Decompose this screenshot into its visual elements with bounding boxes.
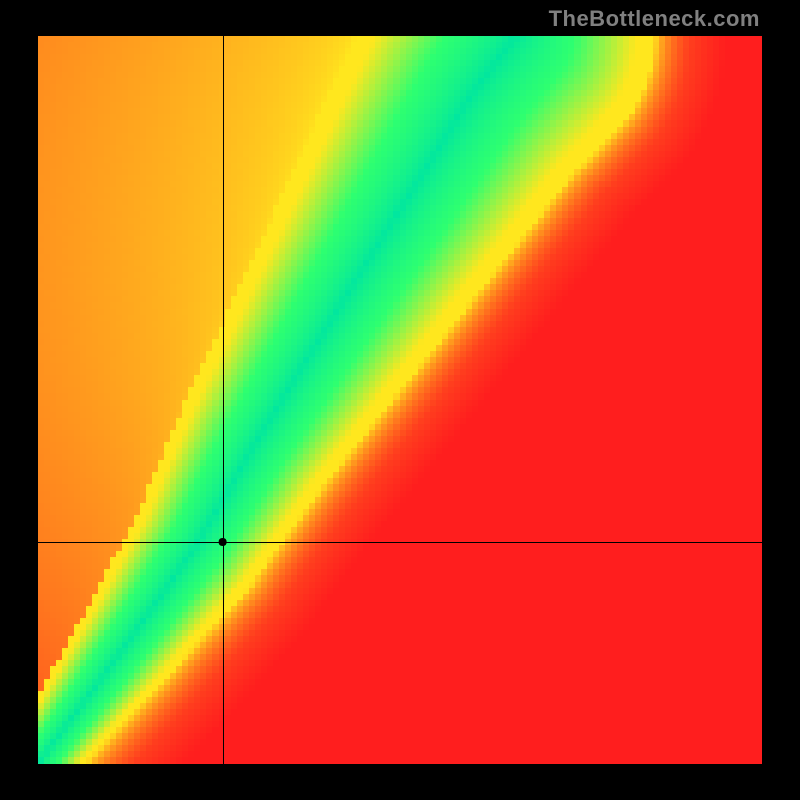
- watermark-text: TheBottleneck.com: [549, 6, 760, 32]
- bottleneck-heatmap: [38, 36, 762, 764]
